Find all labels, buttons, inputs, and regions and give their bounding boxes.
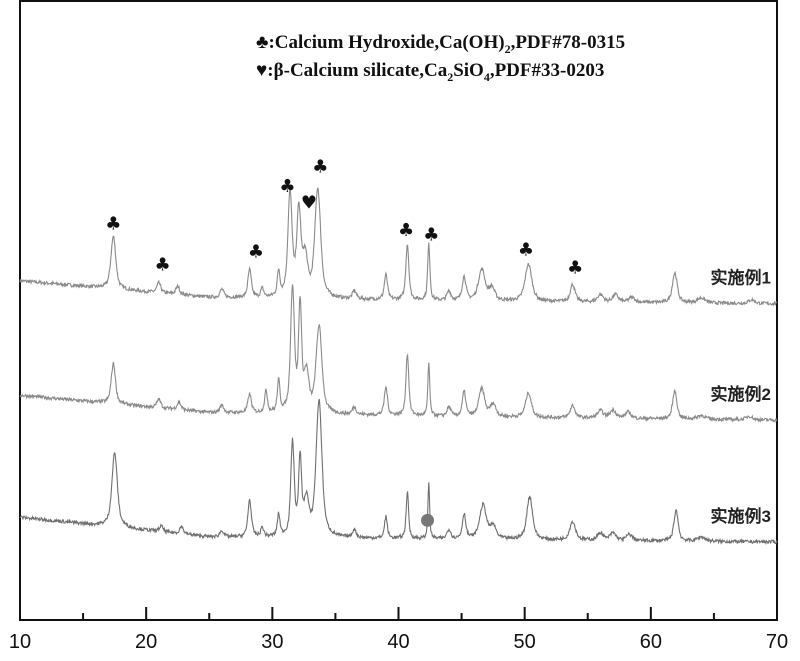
x-tick-label: 20 [135,631,157,653]
xrd-pattern-2 [19,284,778,423]
x-tick-label: 40 [387,631,409,653]
legend-entry-calcium-hydroxide: ♣:Calcium Hydroxide,Ca(OH)2,PDF#78-0315 [256,32,625,56]
x-tick-label: 70 [766,631,788,653]
x-axis: 10 20 30 40 50 60 70 [9,607,788,653]
club-marker-icon: ♣ [518,240,534,261]
x-tick-label: 10 [9,631,31,653]
club-marker-icon: ♣ [423,225,439,246]
legend: ♣:Calcium Hydroxide,Ca(OH)2,PDF#78-0315 … [256,32,625,84]
club-marker-icon: ♣ [398,220,414,241]
series-group [19,187,778,545]
club-marker-icon: ♣ [248,241,264,262]
club-marker-icon: ♣ [154,254,170,275]
series-label-1: 实施例1 [711,268,771,288]
club-marker-icon: ♣ [312,157,328,178]
club-marker-icon: ♣ [279,176,295,197]
x-tick-label: 60 [640,631,662,653]
dot-marker [421,513,435,527]
heart-marker-icon: ♥ [301,193,317,214]
club-marker-icon: ♣ [567,258,583,279]
x-tick-label: 30 [261,631,283,653]
phase-markers: ♣ ♣ ♣ ♣ ♥ ♣ ♣ ♣ ♣ ♣ [105,157,583,527]
legend-entry-calcium-silicate: ♥:β-Calcium silicate,Ca2SiO4,PDF#33-0203 [256,60,604,84]
club-marker-icon: ♣ [105,214,121,235]
xrd-pattern-1 [19,187,778,307]
series-label-3: 实施例3 [711,506,771,526]
series-labels: 实施例1 实施例2 实施例3 [711,268,771,526]
series-label-2: 实施例2 [711,384,771,404]
x-tick-label: 50 [514,631,536,653]
xrd-pattern-3 [19,398,778,545]
